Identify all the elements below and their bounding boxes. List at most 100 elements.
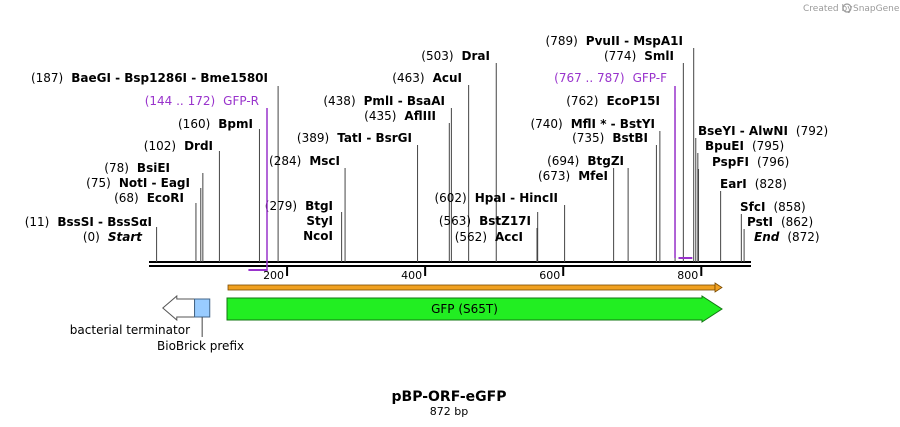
site-position: (78) [104,161,129,175]
site-position: (102) [144,139,176,153]
site-name: BaeGI - Bsp1286I - Bme1580I [71,71,268,85]
svg-text:(735)BstBI: (735) BstBI [572,131,648,145]
site-name: SmlI [644,49,674,63]
site-pmli-bsaai: (438) PmlI - BsaAI [323,94,445,108]
site-name: EcoP15I [606,94,660,108]
tick-label: 600 [539,269,560,282]
svg-text:(187)BaeGI - Bsp1286I - Bm: (187) BaeGI - Bsp1286I - Bme1580I [31,71,268,85]
feature-gfp-s65t: GFP (S65T) [227,296,722,322]
site-name: BpmI [218,117,253,131]
svg-text:(503)DraI: (503) DraI [421,49,490,63]
svg-text:(102)DrdI: (102) DrdI [144,139,213,153]
site-position: (75) [86,176,111,190]
site-name: AccI [495,230,523,244]
site-name: AflIII [404,109,436,123]
svg-text:(435)AflIII: (435) AflIII [364,109,436,123]
svg-text:(740)MflI * - BstYI: (740) MflI * - BstYI [530,117,655,131]
site-name: EarI [720,177,747,191]
svg-text:(438)PmlI - BsaAI: (438) PmlI - BsaAI [323,94,445,108]
svg-text:(762)EcoP15I: (762) EcoP15I [566,94,660,108]
svg-text:(602)HpaI - HincII: (602) HpaI - HincII [434,191,558,205]
site-bseyi-alwni: BseYI - AlwNI (792) [698,124,828,138]
site-position: (563) [439,214,471,228]
site-end: End (872) [754,230,820,244]
svg-text:PspFI(796): PspFI (796) [712,155,789,169]
svg-text:(279)BtgI: (279) BtgI [265,199,333,213]
site-bpmi: (160) BpmI [178,117,253,131]
site-ncoi: NcoI [303,229,333,243]
site-name: BssSI - BssSαI [57,215,152,229]
site-name: BseYI - AlwNI [698,124,788,138]
site-bsiei: (78) BsiEI [104,161,170,175]
site-name: BstZ17I [479,214,531,228]
site-pvuii-mspa1i: (789) PvuII - MspA1I [546,34,683,48]
site-position: (735) [572,131,604,145]
site-ecori: (68) EcoRI [114,191,184,205]
site-position: (389) [297,131,329,145]
primer-range: (767 .. 787) [554,71,624,85]
svg-text:End(872): End (872) [754,230,820,244]
site-name: BtgZI [587,154,624,168]
svg-text:EarI(828): EarI (828) [720,177,787,191]
svg-text:(0)Start: (0) Start [83,230,143,244]
site-position: (435) [364,109,396,123]
site-noti-eagi: (75) NotI - EagI [86,176,190,190]
site-position: (792) [796,124,828,138]
site-msci: (284) MscI [269,154,340,168]
primer-name: GFP-F [633,71,668,85]
primer-name: GFP-R [223,94,259,108]
site-position: (602) [434,191,466,205]
site-styi: StyI [306,214,333,228]
site-position: (11) [25,215,50,229]
feature-box [195,299,210,317]
site-position: (795) [752,139,784,153]
site-ecop15i: (762) EcoP15I [566,94,660,108]
tick-label: 800 [677,269,698,282]
site-position: (828) [755,177,787,191]
feature-label: bacterial terminator [70,323,190,337]
site-name: BpuEI [705,139,744,153]
site-sfci: SfcI (858) [740,200,806,214]
site-position: (463) [392,71,424,85]
site-position: (796) [757,155,789,169]
svg-text:(160)BpmI: (160) BpmI [178,117,253,131]
site-smli: (774) SmlI [604,49,674,63]
site-labels: (0) Start (11) BssSI - BssSαI (68) EcoRI (75) N… [25,34,829,244]
features: GFP (S65T) bacterial terminator BioBrick p… [70,283,722,353]
site-bsssi-bsss-i: (11) BssSI - BssSαI [25,215,152,229]
site-name: AcuI [433,71,462,85]
svg-text:(673)MfeI: (673) MfeI [538,169,608,183]
site-drdi: (102) DrdI [144,139,213,153]
site-position: (762) [566,94,598,108]
site-name: DrdI [184,139,213,153]
site-name: End [754,230,780,244]
site-position: (187) [31,71,63,85]
svg-text:(767 .. 787)GFP-F: (767 .. 787) GFP-F [554,71,667,85]
svg-text:BseYI - AlwNI(792): BseYI - AlwNI (792) [698,124,828,138]
svg-text:(78)BsiEI: (78) BsiEI [104,161,170,175]
primer-range: (144 .. 172) [145,94,215,108]
site-afliii: (435) AflIII [364,109,436,123]
site-name: PmlI - BsaAI [364,94,445,108]
site-position: (774) [604,49,636,63]
svg-text:(774)SmlI: (774) SmlI [604,49,674,63]
site-eari: EarI (828) [720,177,787,191]
site-name: BtgI [305,199,333,213]
brand-name: SnapGene [853,4,900,14]
svg-text:(789)PvuII - MspA1I: (789) PvuII - MspA1I [546,34,683,48]
svg-text:(144 .. 172)GFP-R: (144 .. 172) GFP-R [145,94,259,108]
svg-text:(694)BtgZI: (694) BtgZI [547,154,624,168]
site-name: MscI [309,154,340,168]
site-name: PvuII - MspA1I [586,34,683,48]
site-position: (0) [83,230,100,244]
site-position: (279) [265,199,297,213]
orf-bar [228,283,722,292]
site-btgzi: (694) BtgZI [547,154,624,168]
site-name: HpaI - HincII [475,191,558,205]
svg-text:BpuEI(795): BpuEI (795) [705,139,784,153]
feature-label: GFP (S65T) [431,302,498,316]
svg-text:PstI(862): PstI (862) [747,215,813,229]
site-position: (740) [530,117,562,131]
site-position: (438) [323,94,355,108]
